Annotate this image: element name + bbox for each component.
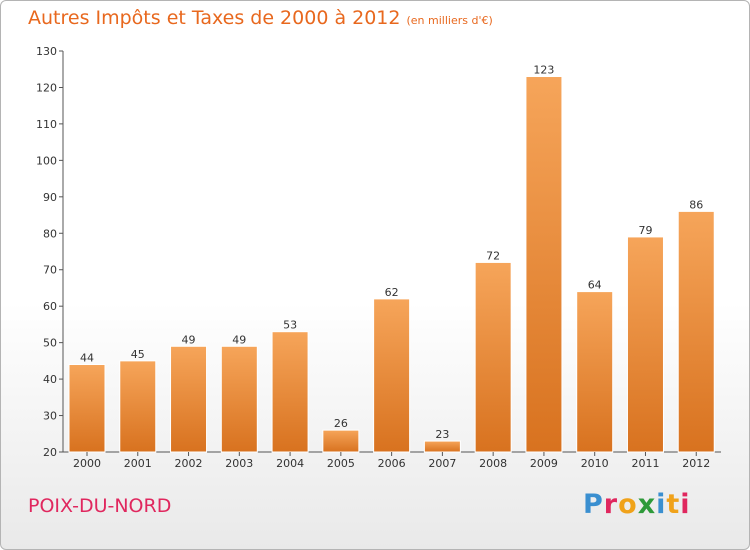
x-tick-label-2008: 2008 [479,457,507,470]
x-tick-label-2012: 2012 [682,457,710,470]
unit-text: (en milliers d'€) [406,14,493,27]
x-tick-label-2002: 2002 [175,457,203,470]
y-tick-label: 60 [43,300,57,313]
bar-2007 [423,440,461,453]
x-tick-label-2010: 2010 [581,457,609,470]
x-tick-label-2005: 2005 [327,457,355,470]
data-label-2007: 23 [435,428,449,441]
bar-2006 [373,298,411,453]
x-tick-label-2007: 2007 [428,457,456,470]
location-name: POIX-DU-NORD [28,495,172,517]
bar-2000 [68,364,106,453]
title-text: Autres Impôts et Taxes de 2000 à 2012 [28,7,401,29]
bar-2003 [220,345,258,453]
bar-2012 [677,210,715,453]
bars: 44 45 49 49 53 26 62 23 72 123 64 79 86 [68,64,715,453]
y-tick-label: 90 [43,191,57,204]
x-tick-label-2011: 2011 [631,457,659,470]
bar-2001 [119,360,157,453]
x-tick-label-2001: 2001 [124,457,152,470]
x-tick-label-2003: 2003 [225,457,253,470]
logo-letter: x [637,489,657,520]
chart-title: Autres Impôts et Taxes de 2000 à 2012 (en… [28,7,493,29]
y-tick-label: 40 [43,373,57,386]
y-tick-label: 110 [36,118,57,131]
data-label-2010: 64 [588,279,602,292]
proxiti-logo: Proxiti [583,489,691,520]
data-label-2009: 123 [533,64,554,77]
data-label-2005: 26 [334,417,348,430]
data-label-2001: 45 [131,348,145,361]
logo-letter: i [680,489,691,520]
x-tick-label-2000: 2000 [73,457,101,470]
x-tick-label-2004: 2004 [276,457,304,470]
data-label-2011: 79 [638,224,652,237]
data-label-2006: 62 [385,286,399,299]
y-tick-label: 20 [43,446,57,459]
x-tick-labels: 2000 2001 2002 2003 2004 2005 2006 2007 2008 2009… [73,452,710,470]
data-label-2000: 44 [80,352,94,365]
x-tick-label-2009: 2009 [530,457,558,470]
bar-2002 [170,345,208,453]
y-tick-label: 70 [43,264,57,277]
logo-letter: o [618,489,638,520]
logo-letter: t [666,489,681,520]
y-ticks: 20 30 40 50 60 70 80 90 100 110 120 130 [36,45,63,459]
bar-2010 [576,291,614,453]
y-tick-label: 30 [43,410,57,423]
logo-letter: i [656,489,667,520]
y-tick-label: 50 [43,337,57,350]
y-tick-label: 100 [36,154,57,167]
logo-letter: r [603,489,619,520]
data-label-2003: 49 [232,333,246,346]
data-label-2012: 86 [689,198,703,211]
bar-2005 [322,429,360,453]
y-tick-label: 80 [43,227,57,240]
data-label-2004: 53 [283,319,297,332]
bar-2011 [626,236,664,453]
bar-2004 [271,331,309,453]
data-label-2008: 72 [486,249,500,262]
data-label-2002: 49 [182,333,196,346]
y-tick-label: 120 [36,81,57,94]
x-tick-label-2006: 2006 [378,457,406,470]
bar-2008 [474,261,512,453]
bar-2009 [525,76,563,453]
y-tick-label: 130 [36,45,57,58]
logo-letter: P [583,489,604,520]
